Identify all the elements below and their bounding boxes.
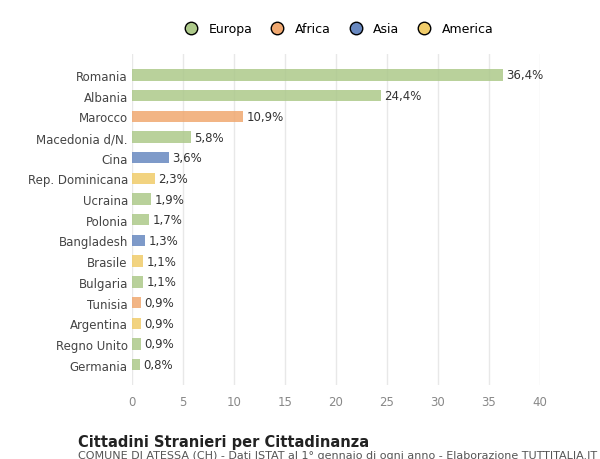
- Text: COMUNE DI ATESSA (CH) - Dati ISTAT al 1° gennaio di ogni anno - Elaborazione TUT: COMUNE DI ATESSA (CH) - Dati ISTAT al 1°…: [78, 450, 597, 459]
- Bar: [132, 132, 191, 143]
- Text: 1,1%: 1,1%: [146, 255, 176, 268]
- Text: 1,7%: 1,7%: [152, 214, 182, 227]
- Text: 0,8%: 0,8%: [143, 358, 173, 371]
- Bar: [132, 256, 143, 267]
- Bar: [132, 359, 140, 370]
- Text: 1,9%: 1,9%: [154, 193, 184, 206]
- Bar: [132, 297, 141, 308]
- Bar: [132, 339, 141, 350]
- Text: 5,8%: 5,8%: [194, 131, 224, 144]
- Text: 1,1%: 1,1%: [146, 276, 176, 289]
- Bar: [132, 235, 145, 246]
- Bar: [132, 112, 243, 123]
- Bar: [132, 318, 141, 329]
- Text: 10,9%: 10,9%: [246, 111, 283, 123]
- Bar: [132, 153, 169, 164]
- Text: 0,9%: 0,9%: [144, 297, 174, 309]
- Text: 0,9%: 0,9%: [144, 317, 174, 330]
- Text: 2,3%: 2,3%: [158, 173, 188, 185]
- Bar: [132, 215, 149, 226]
- Legend: Europa, Africa, Asia, America: Europa, Africa, Asia, America: [173, 18, 499, 41]
- Bar: [132, 70, 503, 81]
- Bar: [132, 91, 381, 102]
- Text: 0,9%: 0,9%: [144, 338, 174, 351]
- Bar: [132, 174, 155, 185]
- Text: 36,4%: 36,4%: [506, 69, 544, 82]
- Text: Cittadini Stranieri per Cittadinanza: Cittadini Stranieri per Cittadinanza: [78, 434, 369, 449]
- Bar: [132, 194, 151, 205]
- Text: 1,3%: 1,3%: [148, 235, 178, 247]
- Text: 3,6%: 3,6%: [172, 152, 202, 165]
- Text: 24,4%: 24,4%: [384, 90, 421, 103]
- Bar: [132, 277, 143, 288]
